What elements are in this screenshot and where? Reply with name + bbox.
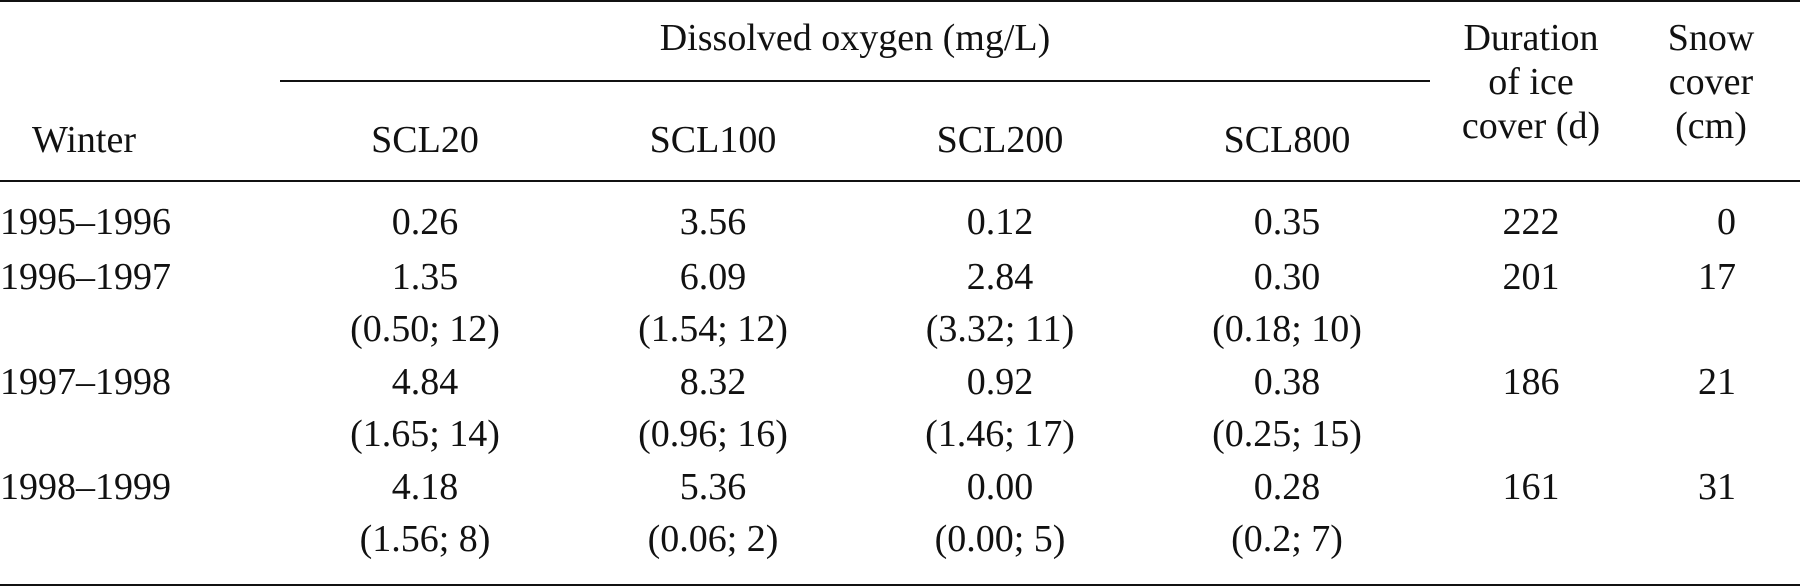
row-2-scl800-detail: (0.18; 10) bbox=[1212, 308, 1362, 350]
row-2-scl800-value: 0.30 bbox=[1253, 256, 1321, 298]
row-1-scl100-value: 3.56 bbox=[679, 201, 747, 243]
dissolved-oxygen-span-rule bbox=[280, 80, 1430, 82]
bottom-rule bbox=[0, 584, 1800, 586]
row-2-snow: 17 bbox=[1698, 256, 1736, 298]
row-4-winter: 1998–1999 bbox=[0, 466, 171, 508]
snow-cover-header-line-3: (cm) bbox=[1675, 105, 1747, 147]
row-2-scl20-value: 1.35 bbox=[391, 256, 459, 298]
winter-header: Winter bbox=[32, 119, 136, 161]
snow-cover-header: Snow cover (cm) bbox=[1668, 16, 1755, 148]
row-2-scl200-detail: (3.32; 11) bbox=[925, 308, 1075, 350]
duration-header-line-3: cover (d) bbox=[1461, 105, 1601, 147]
row-4-snow: 31 bbox=[1698, 466, 1736, 508]
row-3-scl20-detail: (1.65; 14) bbox=[350, 413, 500, 455]
row-1-scl800-value: 0.35 bbox=[1253, 201, 1321, 243]
row-2-duration: 201 bbox=[1502, 256, 1560, 298]
duration-header-line-2: of ice bbox=[1488, 61, 1574, 103]
top-rule bbox=[0, 0, 1800, 2]
row-3-scl800-detail: (0.25; 15) bbox=[1212, 413, 1362, 455]
row-3-scl200-value: 0.92 bbox=[966, 361, 1034, 403]
row-4-scl100-value: 5.36 bbox=[679, 466, 747, 508]
row-3-scl800-value: 0.38 bbox=[1253, 361, 1321, 403]
row-1-snow: 0 bbox=[1717, 201, 1736, 243]
row-4-scl200-value: 0.00 bbox=[966, 466, 1034, 508]
scl200-header: SCL200 bbox=[936, 119, 1064, 161]
row-2-scl100-value: 6.09 bbox=[679, 256, 747, 298]
dissolved-oxygen-header: Dissolved oxygen (mg/L) bbox=[659, 17, 1051, 59]
row-3-scl200-detail: (1.46; 17) bbox=[925, 413, 1075, 455]
row-4-scl100-detail: (0.06; 2) bbox=[647, 518, 779, 560]
row-3-scl100-detail: (0.96; 16) bbox=[638, 413, 788, 455]
header-bottom-rule bbox=[0, 180, 1800, 182]
row-2-scl200-value: 2.84 bbox=[966, 256, 1034, 298]
snow-cover-header-line-1: Snow bbox=[1667, 17, 1755, 59]
scl20-header: SCL20 bbox=[371, 119, 479, 161]
scl100-header: SCL100 bbox=[649, 119, 777, 161]
row-3-scl20-value: 4.84 bbox=[391, 361, 459, 403]
row-3-scl100-value: 8.32 bbox=[679, 361, 747, 403]
row-4-scl800-value: 0.28 bbox=[1253, 466, 1321, 508]
row-4-scl20-value: 4.18 bbox=[391, 466, 459, 508]
row-2-scl100-detail: (1.54; 12) bbox=[638, 308, 788, 350]
row-3-snow: 21 bbox=[1698, 361, 1736, 403]
snow-cover-header-line-2: cover bbox=[1668, 61, 1754, 103]
row-2-winter: 1996–1997 bbox=[0, 256, 171, 298]
row-4-scl800-detail: (0.2; 7) bbox=[1231, 518, 1343, 560]
row-4-scl200-detail: (0.00; 5) bbox=[934, 518, 1066, 560]
row-4-scl20-detail: (1.56; 8) bbox=[359, 518, 491, 560]
row-3-duration: 186 bbox=[1502, 361, 1560, 403]
row-2-scl20-detail: (0.50; 12) bbox=[350, 308, 500, 350]
row-1-winter: 1995–1996 bbox=[0, 201, 171, 243]
scl800-header: SCL800 bbox=[1223, 119, 1351, 161]
duration-header-line-1: Duration bbox=[1463, 17, 1599, 59]
duration-header: Duration of ice cover (d) bbox=[1462, 16, 1600, 148]
row-1-scl20-value: 0.26 bbox=[391, 201, 459, 243]
row-4-duration: 161 bbox=[1502, 466, 1560, 508]
row-3-winter: 1997–1998 bbox=[0, 361, 171, 403]
row-1-duration: 222 bbox=[1502, 201, 1560, 243]
row-1-scl200-value: 0.12 bbox=[966, 201, 1034, 243]
